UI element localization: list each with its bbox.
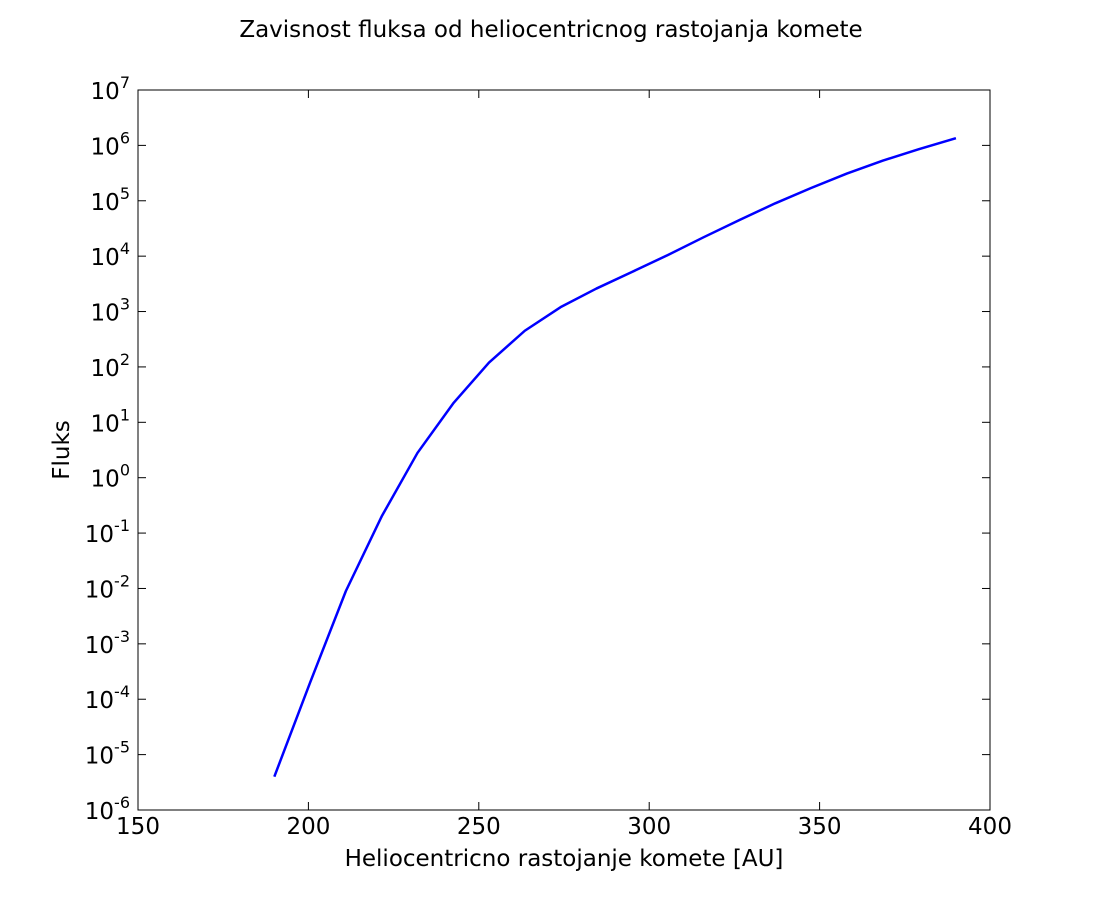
y-tick-label: 10-3 <box>85 627 130 659</box>
x-tick-label: 300 <box>627 814 671 840</box>
y-tick-label: 10-1 <box>85 516 130 548</box>
axes-frame <box>137 89 991 811</box>
x-tick-label: 350 <box>798 814 842 840</box>
y-tick-label: 10-4 <box>85 682 130 714</box>
chart-title: Zavisnost fluksa od heliocentricnog rast… <box>239 17 862 43</box>
y-axis: 10-6 10-5 10-4 10-3 10-2 10-1 100 101 102 103 104 1… <box>85 73 990 825</box>
x-tick-label: 250 <box>457 814 501 840</box>
y-tick-label: 106 <box>91 128 130 160</box>
x-axis-label: Heliocentricno rastojanje komete [AU] <box>345 846 784 872</box>
y-tick-label: 101 <box>91 405 130 437</box>
x-tick-label: 400 <box>968 814 1012 840</box>
y-axis-label: Fluks <box>49 420 75 480</box>
y-tick-label: 10-5 <box>85 738 130 770</box>
y-tick-label: 10-6 <box>85 793 130 825</box>
x-axis: 150 200 250 300 350 400 <box>116 90 1012 840</box>
y-tick-label: 102 <box>91 350 130 382</box>
x-tick-label: 150 <box>116 814 160 840</box>
y-tick-label: 100 <box>91 461 130 493</box>
y-tick-label: 104 <box>91 239 130 271</box>
y-tick-label: 107 <box>91 73 130 105</box>
y-tick-label: 105 <box>91 184 130 216</box>
y-tick-label: 103 <box>91 295 130 327</box>
plot-area <box>273 136 957 778</box>
series-line <box>273 136 957 778</box>
x-tick-label: 200 <box>286 814 330 840</box>
y-tick-label: 10-2 <box>85 571 130 603</box>
